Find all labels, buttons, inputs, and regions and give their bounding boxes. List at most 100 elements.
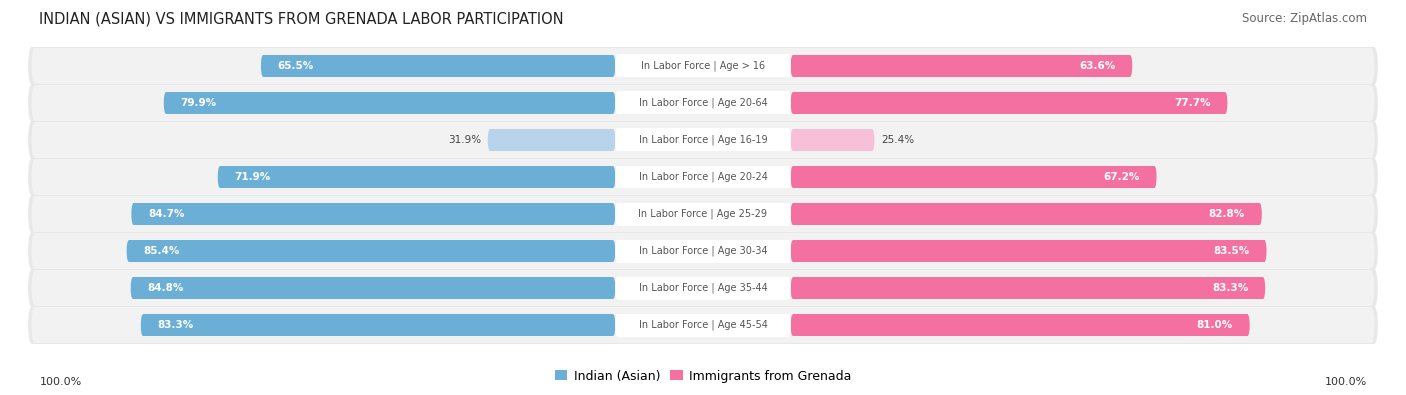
Ellipse shape	[28, 121, 35, 158]
Ellipse shape	[1368, 307, 1375, 343]
Ellipse shape	[1258, 203, 1261, 225]
Ellipse shape	[616, 55, 620, 77]
Ellipse shape	[612, 203, 616, 225]
Ellipse shape	[1128, 55, 1132, 77]
Ellipse shape	[616, 240, 620, 263]
Text: 67.2%: 67.2%	[1104, 172, 1140, 182]
Ellipse shape	[1371, 47, 1378, 85]
Bar	[793, 240, 1264, 262]
Ellipse shape	[616, 203, 620, 226]
Text: 84.8%: 84.8%	[148, 283, 184, 293]
Ellipse shape	[1368, 196, 1375, 232]
Bar	[489, 129, 613, 151]
Bar	[793, 92, 1226, 114]
Ellipse shape	[1371, 85, 1378, 121]
Ellipse shape	[790, 277, 794, 299]
Bar	[35, 85, 1371, 121]
Ellipse shape	[1153, 166, 1157, 188]
Ellipse shape	[28, 47, 35, 85]
Ellipse shape	[616, 92, 620, 115]
Ellipse shape	[1368, 48, 1375, 84]
Bar	[31, 233, 1375, 269]
Bar	[35, 270, 1371, 306]
Bar	[35, 196, 1371, 232]
Bar	[31, 121, 1375, 158]
Bar	[31, 47, 1375, 85]
Bar	[617, 314, 789, 337]
Ellipse shape	[786, 92, 790, 115]
Text: 31.9%: 31.9%	[449, 135, 481, 145]
Bar	[31, 196, 1375, 233]
Ellipse shape	[612, 166, 616, 188]
Bar	[31, 158, 1375, 196]
Ellipse shape	[31, 270, 38, 306]
Ellipse shape	[31, 48, 38, 84]
Text: 71.9%: 71.9%	[235, 172, 271, 182]
Ellipse shape	[790, 240, 794, 262]
Ellipse shape	[786, 314, 790, 337]
Ellipse shape	[1368, 122, 1375, 158]
Text: 84.7%: 84.7%	[148, 209, 184, 219]
Text: 25.4%: 25.4%	[882, 135, 914, 145]
Text: 63.6%: 63.6%	[1078, 61, 1115, 71]
Ellipse shape	[1223, 92, 1227, 114]
Ellipse shape	[488, 129, 492, 151]
Ellipse shape	[786, 166, 790, 188]
Ellipse shape	[1368, 270, 1375, 306]
Ellipse shape	[1371, 233, 1378, 269]
Ellipse shape	[28, 233, 35, 269]
Ellipse shape	[612, 92, 616, 114]
Bar	[143, 314, 613, 336]
Bar	[617, 240, 789, 263]
Bar	[31, 269, 1375, 307]
Ellipse shape	[131, 203, 135, 225]
Ellipse shape	[1371, 158, 1378, 196]
Ellipse shape	[31, 233, 38, 269]
Ellipse shape	[218, 166, 222, 188]
Text: 81.0%: 81.0%	[1197, 320, 1233, 330]
Ellipse shape	[612, 55, 616, 77]
Legend: Indian (Asian), Immigrants from Grenada: Indian (Asian), Immigrants from Grenada	[550, 365, 856, 388]
Bar	[263, 55, 613, 77]
Ellipse shape	[616, 128, 620, 151]
Text: 83.3%: 83.3%	[157, 320, 194, 330]
Text: 79.9%: 79.9%	[180, 98, 217, 108]
Ellipse shape	[786, 203, 790, 226]
Bar	[35, 159, 1371, 195]
Ellipse shape	[31, 122, 38, 158]
Ellipse shape	[786, 240, 790, 263]
Ellipse shape	[1368, 233, 1375, 269]
Bar	[793, 277, 1263, 299]
Bar	[35, 233, 1371, 269]
Bar	[793, 166, 1154, 188]
Text: In Labor Force | Age 20-64: In Labor Force | Age 20-64	[638, 98, 768, 108]
Ellipse shape	[1371, 269, 1378, 307]
Ellipse shape	[790, 314, 794, 336]
Text: 100.0%: 100.0%	[1324, 377, 1367, 387]
Ellipse shape	[616, 166, 620, 188]
Ellipse shape	[790, 203, 794, 225]
Bar	[35, 122, 1371, 158]
Ellipse shape	[31, 196, 38, 232]
Text: In Labor Force | Age 20-24: In Labor Force | Age 20-24	[638, 172, 768, 182]
Ellipse shape	[612, 129, 616, 151]
Ellipse shape	[786, 55, 790, 77]
Ellipse shape	[612, 314, 616, 336]
Ellipse shape	[1246, 314, 1250, 336]
Bar	[793, 129, 873, 151]
Bar	[793, 314, 1247, 336]
Text: 82.8%: 82.8%	[1209, 209, 1244, 219]
Bar	[31, 307, 1375, 344]
Bar	[128, 240, 613, 262]
Ellipse shape	[131, 277, 135, 299]
Ellipse shape	[31, 85, 38, 121]
Bar	[31, 85, 1375, 121]
Ellipse shape	[786, 276, 790, 299]
Ellipse shape	[616, 276, 620, 299]
Text: In Labor Force | Age 30-34: In Labor Force | Age 30-34	[638, 246, 768, 256]
Bar	[617, 92, 789, 115]
Text: In Labor Force | Age > 16: In Labor Force | Age > 16	[641, 61, 765, 71]
Text: Source: ZipAtlas.com: Source: ZipAtlas.com	[1241, 12, 1367, 25]
Ellipse shape	[1368, 85, 1375, 121]
Ellipse shape	[612, 277, 616, 299]
